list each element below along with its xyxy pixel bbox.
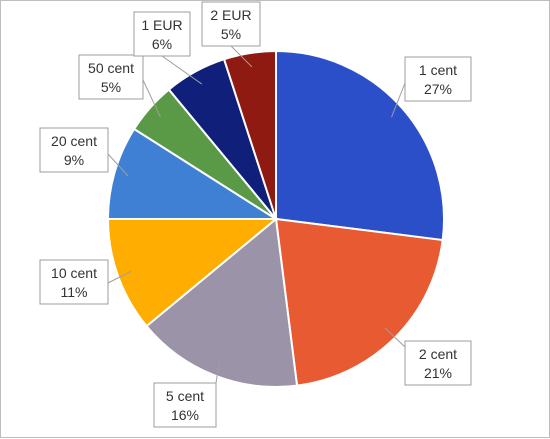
callout-labels: 1 cent 27% 2 cent 21% 5 cent 16% 10 cent 11% 20 …: [39, 1, 472, 428]
percent-label: 5%: [101, 79, 121, 95]
pie-slices: [106, 49, 445, 388]
leader-line-2-cent: [384, 327, 406, 348]
callout-2-cent: 2 cent 21%: [404, 340, 472, 386]
leader-lines: [107, 45, 406, 384]
pie-slice-10-cent: [106, 218, 279, 328]
callout-box: [39, 127, 109, 173]
pie-slice-20-cent: [106, 127, 280, 220]
callout-2-eur: 2 EUR 5%: [201, 1, 261, 47]
category-label: 1 EUR: [141, 17, 182, 33]
category-label: 10 cent: [51, 265, 97, 281]
callout-5-cent: 5 cent 16%: [153, 382, 217, 428]
category-label: 2 cent: [419, 346, 457, 362]
category-label: 1 cent: [419, 62, 457, 78]
percent-label: 16%: [171, 407, 199, 423]
leader-line-5-cent: [215, 362, 220, 384]
category-label: 20 cent: [51, 133, 97, 149]
callout-box: [201, 1, 261, 47]
leader-line-50-cent: [142, 79, 161, 118]
percent-label: 11%: [61, 284, 88, 300]
leader-line-20-cent: [107, 153, 129, 177]
callout-50-cent: 50 cent 5%: [78, 54, 144, 100]
callout-box: [404, 340, 472, 386]
leader-line-1-cent: [391, 82, 406, 118]
callout-box: [133, 11, 191, 57]
category-label: 50 cent: [88, 60, 134, 76]
callout-box: [39, 259, 109, 305]
callout-10-cent: 10 cent 11%: [39, 259, 109, 305]
callout-1-cent: 1 cent 27%: [404, 56, 472, 102]
pie-slice-2-eur: [222, 49, 277, 220]
callout-20-cent: 20 cent 9%: [39, 127, 109, 173]
callout-1-eur: 1 EUR 6%: [133, 11, 191, 57]
pie-slice-5-cent: [145, 217, 299, 388]
percent-label: 5%: [221, 26, 241, 42]
leader-line-2-eur: [230, 45, 253, 68]
leader-line-10-cent: [107, 270, 132, 284]
percent-label: 9%: [64, 152, 84, 168]
percent-label: 21%: [424, 365, 452, 381]
category-label: 5 cent: [166, 388, 204, 404]
callout-box: [153, 382, 217, 428]
pie-slice-1-cent: [275, 49, 445, 242]
percent-label: 6%: [152, 36, 172, 52]
callout-box: [404, 56, 472, 102]
leader-line-1-eur: [161, 55, 203, 85]
percent-label: 27%: [424, 81, 452, 97]
category-label: 2 EUR: [210, 7, 251, 23]
callout-box: [78, 54, 144, 100]
